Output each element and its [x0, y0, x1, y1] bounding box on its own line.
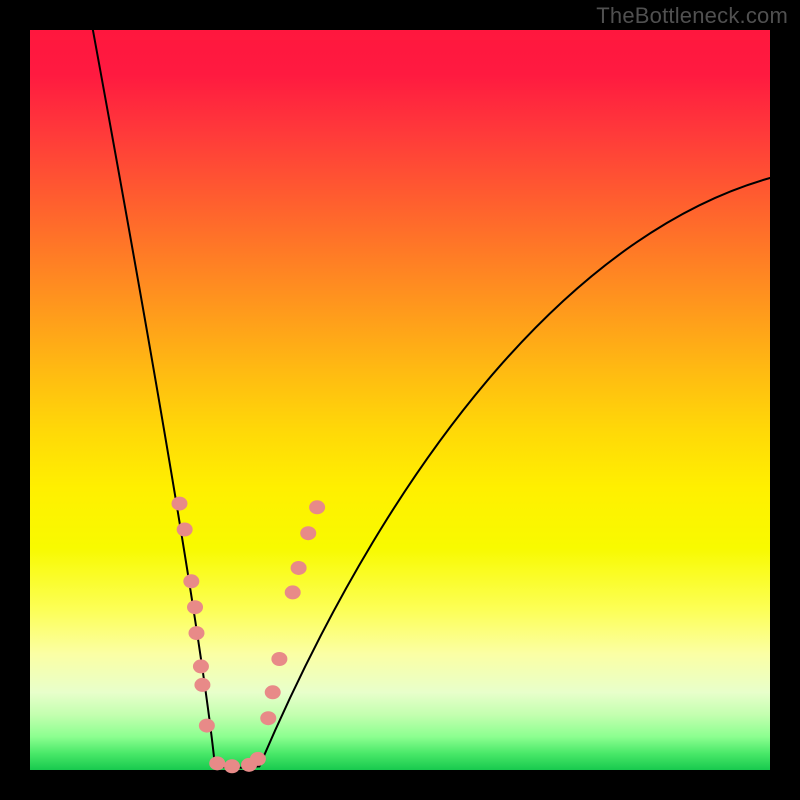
- marker-dot: [193, 659, 209, 673]
- marker-dot: [171, 497, 187, 511]
- marker-dot: [189, 626, 205, 640]
- marker-dot: [309, 500, 325, 514]
- marker-dot: [194, 678, 210, 692]
- marker-dot: [291, 561, 307, 575]
- plot-background: [30, 30, 770, 770]
- marker-dot: [271, 652, 287, 666]
- marker-dot: [250, 752, 266, 766]
- marker-dot: [183, 574, 199, 588]
- marker-dot: [260, 711, 276, 725]
- marker-dot: [177, 523, 193, 537]
- marker-dot: [209, 756, 225, 770]
- marker-dot: [300, 526, 316, 540]
- marker-dot: [224, 759, 240, 773]
- chart-container: TheBottleneck.com: [0, 0, 800, 800]
- bottleneck-chart: [0, 0, 800, 800]
- marker-dot: [199, 719, 215, 733]
- marker-dot: [285, 585, 301, 599]
- marker-dot: [187, 600, 203, 614]
- marker-dot: [265, 685, 281, 699]
